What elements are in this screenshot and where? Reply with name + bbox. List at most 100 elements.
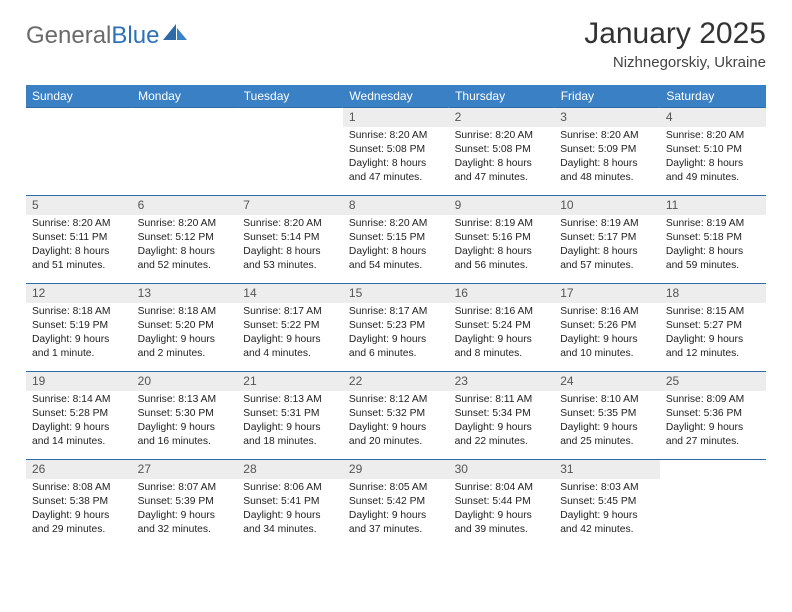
day-header-friday: Friday [554, 85, 660, 108]
sunset-line: Sunset: 5:26 PM [560, 319, 654, 333]
sunset-line: Sunset: 5:31 PM [243, 407, 337, 421]
calendar-day-cell: 25Sunrise: 8:09 AMSunset: 5:36 PMDayligh… [660, 371, 766, 459]
sunrise-line: Sunrise: 8:20 AM [666, 129, 760, 143]
day-header-monday: Monday [132, 85, 238, 108]
calendar-day-cell: 14Sunrise: 8:17 AMSunset: 5:22 PMDayligh… [237, 283, 343, 371]
sunrise-line: Sunrise: 8:19 AM [560, 217, 654, 231]
sunrise-line: Sunrise: 8:06 AM [243, 481, 337, 495]
calendar-day-cell [132, 107, 238, 195]
day-number: 6 [132, 196, 238, 216]
day-details: Sunrise: 8:13 AMSunset: 5:30 PMDaylight:… [132, 391, 238, 451]
calendar-day-cell: 29Sunrise: 8:05 AMSunset: 5:42 PMDayligh… [343, 459, 449, 547]
daylight-line: Daylight: 9 hours and 25 minutes. [560, 421, 654, 449]
day-number: 1 [343, 108, 449, 128]
sunset-line: Sunset: 5:20 PM [138, 319, 232, 333]
calendar-day-cell: 3Sunrise: 8:20 AMSunset: 5:09 PMDaylight… [554, 107, 660, 195]
sunrise-line: Sunrise: 8:20 AM [138, 217, 232, 231]
calendar-day-cell: 9Sunrise: 8:19 AMSunset: 5:16 PMDaylight… [449, 195, 555, 283]
sunset-line: Sunset: 5:36 PM [666, 407, 760, 421]
day-details: Sunrise: 8:19 AMSunset: 5:16 PMDaylight:… [449, 215, 555, 275]
calendar-day-cell [26, 107, 132, 195]
daylight-line: Daylight: 9 hours and 12 minutes. [666, 333, 760, 361]
day-header-tuesday: Tuesday [237, 85, 343, 108]
day-header-sunday: Sunday [26, 85, 132, 108]
sunset-line: Sunset: 5:28 PM [32, 407, 126, 421]
sunset-line: Sunset: 5:23 PM [349, 319, 443, 333]
page-subtitle: Nizhnegorskiy, Ukraine [584, 54, 766, 71]
calendar-week-row: 19Sunrise: 8:14 AMSunset: 5:28 PMDayligh… [26, 371, 766, 459]
daylight-line: Daylight: 9 hours and 20 minutes. [349, 421, 443, 449]
day-details: Sunrise: 8:17 AMSunset: 5:22 PMDaylight:… [237, 303, 343, 363]
daylight-line: Daylight: 9 hours and 18 minutes. [243, 421, 337, 449]
calendar-day-cell: 26Sunrise: 8:08 AMSunset: 5:38 PMDayligh… [26, 459, 132, 547]
day-number: 13 [132, 284, 238, 304]
day-details: Sunrise: 8:13 AMSunset: 5:31 PMDaylight:… [237, 391, 343, 451]
daylight-line: Daylight: 9 hours and 22 minutes. [455, 421, 549, 449]
day-number: 4 [660, 108, 766, 128]
daylight-line: Daylight: 9 hours and 37 minutes. [349, 509, 443, 537]
day-number: 7 [237, 196, 343, 216]
sunset-line: Sunset: 5:24 PM [455, 319, 549, 333]
calendar-day-cell: 17Sunrise: 8:16 AMSunset: 5:26 PMDayligh… [554, 283, 660, 371]
day-details: Sunrise: 8:18 AMSunset: 5:20 PMDaylight:… [132, 303, 238, 363]
logo-text-part1: General [26, 22, 111, 49]
sunrise-line: Sunrise: 8:07 AM [138, 481, 232, 495]
day-details: Sunrise: 8:07 AMSunset: 5:39 PMDaylight:… [132, 479, 238, 539]
daylight-line: Daylight: 8 hours and 47 minutes. [455, 157, 549, 185]
day-number: 8 [343, 196, 449, 216]
sunset-line: Sunset: 5:14 PM [243, 231, 337, 245]
daylight-line: Daylight: 8 hours and 49 minutes. [666, 157, 760, 185]
calendar-page: GeneralBlue January 2025 Nizhnegorskiy, … [0, 0, 792, 557]
sunrise-line: Sunrise: 8:10 AM [560, 393, 654, 407]
daylight-line: Daylight: 8 hours and 56 minutes. [455, 245, 549, 273]
sunrise-line: Sunrise: 8:03 AM [560, 481, 654, 495]
sunrise-line: Sunrise: 8:14 AM [32, 393, 126, 407]
sunset-line: Sunset: 5:09 PM [560, 143, 654, 157]
sunrise-line: Sunrise: 8:17 AM [349, 305, 443, 319]
sunset-line: Sunset: 5:08 PM [455, 143, 549, 157]
sunrise-line: Sunrise: 8:20 AM [560, 129, 654, 143]
daylight-line: Daylight: 9 hours and 6 minutes. [349, 333, 443, 361]
sunrise-line: Sunrise: 8:15 AM [666, 305, 760, 319]
calendar-day-cell [660, 459, 766, 547]
sunrise-line: Sunrise: 8:16 AM [560, 305, 654, 319]
day-number: 20 [132, 372, 238, 392]
calendar-day-cell: 30Sunrise: 8:04 AMSunset: 5:44 PMDayligh… [449, 459, 555, 547]
day-details: Sunrise: 8:20 AMSunset: 5:12 PMDaylight:… [132, 215, 238, 275]
sunrise-line: Sunrise: 8:18 AM [138, 305, 232, 319]
daylight-line: Daylight: 8 hours and 47 minutes. [349, 157, 443, 185]
daylight-line: Daylight: 9 hours and 27 minutes. [666, 421, 760, 449]
calendar-day-cell: 28Sunrise: 8:06 AMSunset: 5:41 PMDayligh… [237, 459, 343, 547]
calendar-day-cell: 23Sunrise: 8:11 AMSunset: 5:34 PMDayligh… [449, 371, 555, 459]
calendar-header-row: SundayMondayTuesdayWednesdayThursdayFrid… [26, 85, 766, 108]
day-number: 29 [343, 460, 449, 480]
sunrise-line: Sunrise: 8:11 AM [455, 393, 549, 407]
sunrise-line: Sunrise: 8:17 AM [243, 305, 337, 319]
day-details: Sunrise: 8:04 AMSunset: 5:44 PMDaylight:… [449, 479, 555, 539]
day-number: 5 [26, 196, 132, 216]
sunset-line: Sunset: 5:42 PM [349, 495, 443, 509]
daylight-line: Daylight: 9 hours and 1 minute. [32, 333, 126, 361]
day-details: Sunrise: 8:16 AMSunset: 5:26 PMDaylight:… [554, 303, 660, 363]
day-details: Sunrise: 8:20 AMSunset: 5:15 PMDaylight:… [343, 215, 449, 275]
day-details: Sunrise: 8:20 AMSunset: 5:08 PMDaylight:… [449, 127, 555, 187]
daylight-line: Daylight: 9 hours and 10 minutes. [560, 333, 654, 361]
day-details: Sunrise: 8:18 AMSunset: 5:19 PMDaylight:… [26, 303, 132, 363]
day-number: 3 [554, 108, 660, 128]
sunrise-line: Sunrise: 8:20 AM [32, 217, 126, 231]
daylight-line: Daylight: 9 hours and 39 minutes. [455, 509, 549, 537]
day-details: Sunrise: 8:15 AMSunset: 5:27 PMDaylight:… [660, 303, 766, 363]
daylight-line: Daylight: 9 hours and 34 minutes. [243, 509, 337, 537]
calendar-week-row: 12Sunrise: 8:18 AMSunset: 5:19 PMDayligh… [26, 283, 766, 371]
day-number: 24 [554, 372, 660, 392]
daylight-line: Daylight: 9 hours and 29 minutes. [32, 509, 126, 537]
calendar-day-cell: 11Sunrise: 8:19 AMSunset: 5:18 PMDayligh… [660, 195, 766, 283]
sunrise-line: Sunrise: 8:20 AM [349, 217, 443, 231]
calendar-day-cell: 15Sunrise: 8:17 AMSunset: 5:23 PMDayligh… [343, 283, 449, 371]
calendar-day-cell: 19Sunrise: 8:14 AMSunset: 5:28 PMDayligh… [26, 371, 132, 459]
day-number: 25 [660, 372, 766, 392]
sunrise-line: Sunrise: 8:20 AM [455, 129, 549, 143]
calendar-day-cell: 20Sunrise: 8:13 AMSunset: 5:30 PMDayligh… [132, 371, 238, 459]
daylight-line: Daylight: 8 hours and 51 minutes. [32, 245, 126, 273]
sunrise-line: Sunrise: 8:05 AM [349, 481, 443, 495]
